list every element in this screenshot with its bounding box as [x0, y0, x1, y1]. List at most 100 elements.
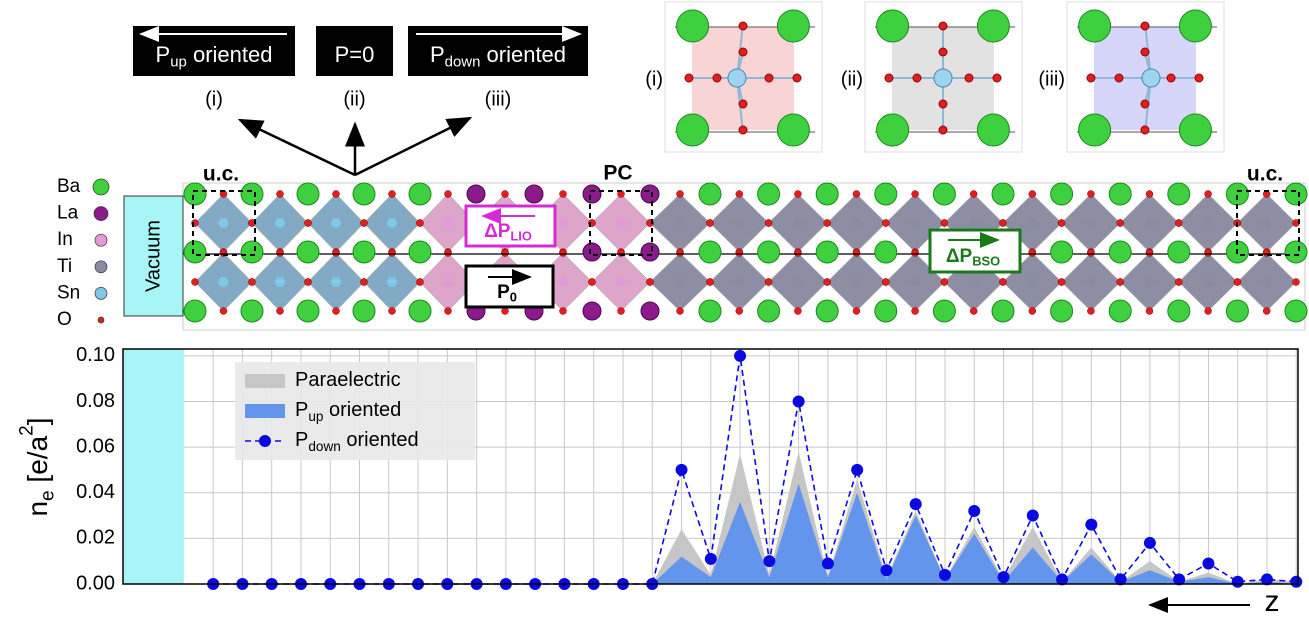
figure: Pup oriented(i)P=0(ii)Pdown oriented(iii… [0, 0, 1309, 620]
species-swatch [94, 207, 108, 221]
ba-atom [1079, 114, 1111, 146]
y-tick-label: 0.04 [76, 481, 115, 503]
ba-atom [875, 241, 897, 263]
b-site-atom [616, 218, 626, 228]
state-label-part: P [156, 42, 171, 67]
ba-atom [1168, 300, 1190, 322]
y-tick-label: 0.06 [76, 435, 115, 457]
o-atom [939, 126, 947, 134]
ba-atom [1226, 183, 1248, 205]
o-atom [560, 250, 567, 257]
point [910, 498, 922, 510]
ba-atom [777, 10, 809, 42]
o-atom [249, 279, 256, 286]
o-atom [739, 100, 747, 108]
la-atom [641, 302, 659, 320]
o-atom [333, 308, 340, 315]
b-site-atom [1145, 277, 1155, 287]
o-atom [1115, 74, 1123, 82]
species-label: Sn [57, 282, 80, 303]
ba-atom [1226, 300, 1248, 322]
o-atom [1000, 220, 1007, 227]
point [1202, 557, 1214, 569]
ba-atom [353, 241, 375, 263]
o-atom [939, 100, 947, 108]
pointer-arrow [240, 120, 355, 175]
o-atom [589, 279, 596, 286]
o-atom [1087, 191, 1094, 198]
la-atom [583, 185, 601, 203]
o-atom [618, 308, 625, 315]
o-atom [739, 22, 747, 30]
ba-atom [699, 241, 721, 263]
b-site-atom [616, 277, 626, 287]
ba-atom [677, 114, 709, 146]
o-atom [739, 48, 747, 56]
ba-atom [1179, 10, 1211, 42]
ba-atom [241, 241, 263, 263]
o-atom [1205, 250, 1212, 257]
ba-atom [184, 300, 206, 322]
b-site-atom [1086, 218, 1096, 228]
ba-atom [409, 241, 431, 263]
b-site-atom [558, 218, 568, 228]
o-atom [824, 279, 831, 286]
o-atom [277, 191, 284, 198]
point [939, 569, 951, 581]
o-atom [970, 191, 977, 198]
ba-atom [816, 300, 838, 322]
point [968, 505, 980, 517]
b-site-atom [793, 218, 803, 228]
ba-atom [877, 114, 909, 146]
o-atom [685, 74, 693, 82]
bso-label-part: BSO [972, 254, 1000, 269]
o-atom [1167, 74, 1175, 82]
b-site-atom [793, 277, 803, 287]
ba-atom [1285, 183, 1307, 205]
point [676, 464, 688, 476]
o-atom [912, 308, 919, 315]
species-label: La [57, 203, 79, 224]
species-swatch [95, 287, 107, 299]
o-atom [361, 279, 368, 286]
o-atom [1146, 191, 1153, 198]
o-atom [912, 191, 919, 198]
b-site-atom [734, 218, 744, 228]
inset-label: (i) [645, 68, 663, 90]
p0-label-part: P [497, 282, 510, 303]
center-atom [934, 69, 952, 87]
o-atom [1234, 279, 1241, 286]
point [998, 571, 1010, 583]
ba-atom [699, 183, 721, 205]
o-atom [305, 220, 312, 227]
species-label: Ti [57, 256, 72, 277]
o-atom [793, 74, 801, 82]
b-site-atom [852, 277, 862, 287]
pc-label: PC [603, 162, 632, 185]
b-site-atom [1145, 218, 1155, 228]
o-atom [305, 279, 312, 286]
ba-atom [677, 10, 709, 42]
o-atom [794, 250, 801, 257]
o-atom [739, 126, 747, 134]
la-atom [467, 185, 485, 203]
o-atom [1087, 250, 1094, 257]
o-atom [1175, 279, 1182, 286]
o-atom [853, 308, 860, 315]
b-site-atom [219, 277, 229, 287]
species-swatch [95, 261, 107, 273]
point [880, 564, 892, 576]
legend-label-part: oriented [323, 399, 401, 421]
point [822, 557, 834, 569]
ba-atom [758, 183, 780, 205]
o-atom [939, 22, 947, 30]
o-atom [192, 279, 199, 286]
la-atom [641, 243, 659, 261]
o-atom [1117, 220, 1124, 227]
unit-cell-label: u.c. [1247, 163, 1283, 186]
o-atom [913, 74, 921, 82]
o-atom [417, 220, 424, 227]
o-atom [1205, 308, 1212, 315]
ba-atom [1051, 241, 1073, 263]
o-atom [765, 279, 772, 286]
